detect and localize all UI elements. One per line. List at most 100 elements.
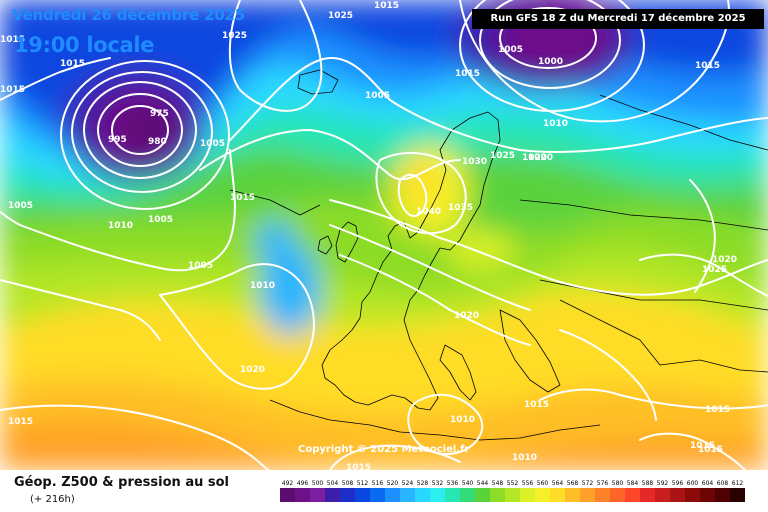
scale-label: 548 (492, 480, 504, 487)
scale-label: 532 (432, 480, 444, 487)
scale-label: 504 (327, 480, 339, 487)
pressure-label: 1010 (450, 415, 475, 425)
scale-swatch (730, 488, 745, 502)
scale-swatch (430, 488, 445, 502)
scale-label: 596 (672, 480, 684, 487)
scale-swatch (535, 488, 550, 502)
scale-swatch (625, 488, 640, 502)
scale-swatch (490, 488, 505, 502)
pressure-label: 1025 (702, 265, 727, 275)
pressure-label: 1015 (0, 35, 25, 45)
pressure-label: 1020 (454, 311, 479, 321)
pressure-label: 1015 (60, 59, 85, 69)
pressure-label: 1015 (690, 441, 715, 451)
forecast-time: 19:00 locale (14, 33, 155, 57)
scale-label: 584 (627, 480, 639, 487)
balkans-outline (499, 309, 561, 393)
scale-swatch (715, 488, 730, 502)
scale-label: 492 (282, 480, 294, 487)
pressure-label: 1005 (188, 261, 213, 271)
pressure-label: 1005 (200, 139, 225, 149)
scale-label: 516 (372, 480, 384, 487)
pressure-label: 1015 (524, 400, 549, 410)
pressure-label: 1015 (695, 61, 720, 71)
scale-swatch (700, 488, 715, 502)
model-run-info: Run GFS 18 Z du Mercredi 17 décembre 202… (472, 9, 764, 29)
color-scale: 492 496 500 504 508 512 516 520 524 528 532 536 540 5… (280, 480, 745, 502)
color-fields (0, 0, 768, 470)
scale-label: 580 (612, 480, 624, 487)
scale-label: 564 (552, 480, 564, 487)
pressure-label: 1015 (698, 445, 723, 455)
isobars (0, 0, 768, 470)
pressure-label: 1020 (522, 153, 547, 163)
pressure-label: 1015 (0, 85, 25, 95)
scale-label: 568 (567, 480, 579, 487)
scale-label: 512 (357, 480, 369, 487)
scale-label: 496 (297, 480, 309, 487)
scale-swatch (400, 488, 415, 502)
scale-swatch (670, 488, 685, 502)
scale-swatch (565, 488, 580, 502)
scale-swatch (385, 488, 400, 502)
black-sea-outline (539, 279, 768, 311)
iceland-outline (297, 69, 339, 95)
russia-border (519, 199, 768, 231)
scale-label: 508 (342, 480, 354, 487)
scale-label: 608 (717, 480, 729, 487)
scale-swatch (475, 488, 490, 502)
europe-outline (321, 111, 501, 411)
scale-label: 556 (522, 480, 534, 487)
scale-label: 500 (312, 480, 324, 487)
scale-label: 576 (597, 480, 609, 487)
weather-map: 1025 1015 1015 1015 1025 1015 975 995 98… (0, 0, 768, 470)
pressure-label: 1020 (240, 365, 265, 375)
pressure-label: 1020 (712, 255, 737, 265)
pressure-label: 1000 (538, 57, 563, 67)
pressure-label: 1015 (346, 463, 371, 470)
pressure-label: 1005 (148, 215, 173, 225)
scale-label: 540 (462, 480, 474, 487)
scale-swatch (505, 488, 520, 502)
pressure-label: 975 (150, 109, 169, 119)
forecast-date: Vendredi 26 décembre 2025 (12, 6, 246, 24)
pressure-label: 1030 (462, 157, 487, 167)
faroe-shetland (229, 189, 321, 216)
scale-label: 520 (387, 480, 399, 487)
pressure-label: 1010 (512, 453, 537, 463)
pressure-label: 1025 (328, 11, 353, 21)
copyright-notice: Copyright © 2025 Meteociel.fr (298, 444, 470, 455)
scale-swatch (280, 488, 295, 502)
scale-label: 604 (702, 480, 714, 487)
scale-swatch (610, 488, 625, 502)
scale-swatch (355, 488, 370, 502)
pressure-label: 1025 (222, 31, 247, 41)
pressure-label: 1015 (705, 405, 730, 415)
pressure-label: 1015 (374, 1, 399, 11)
british-isles-outline (335, 221, 359, 263)
scale-swatch (580, 488, 595, 502)
legend-bar: Géop. Z500 & pression au sol (+ 216h) 49… (0, 470, 768, 512)
scale-label: 588 (642, 480, 654, 487)
pressure-label: 1010 (108, 221, 133, 231)
scale-label: 552 (507, 480, 519, 487)
scale-swatch (520, 488, 535, 502)
scale-label: 592 (657, 480, 669, 487)
scale-swatch (295, 488, 310, 502)
scale-swatch (595, 488, 610, 502)
arctic-coast (599, 94, 768, 151)
scale-label: 528 (417, 480, 429, 487)
pressure-label: 1020 (528, 153, 553, 163)
scale-label: 524 (402, 480, 414, 487)
pressure-label: 1025 (490, 151, 515, 161)
scale-label: 536 (447, 480, 459, 487)
land-outlines (229, 69, 768, 441)
pressure-label: 1035 (448, 203, 473, 213)
scale-swatch (460, 488, 475, 502)
scale-label: 544 (477, 480, 489, 487)
pressure-label: 1040 (416, 207, 441, 217)
pressure-label: 1010 (543, 119, 568, 129)
geopotential-map: 1025 1015 1015 1015 1025 1015 975 995 98… (0, 0, 768, 470)
pressure-label: 1015 (8, 417, 33, 427)
scale-swatch (685, 488, 700, 502)
